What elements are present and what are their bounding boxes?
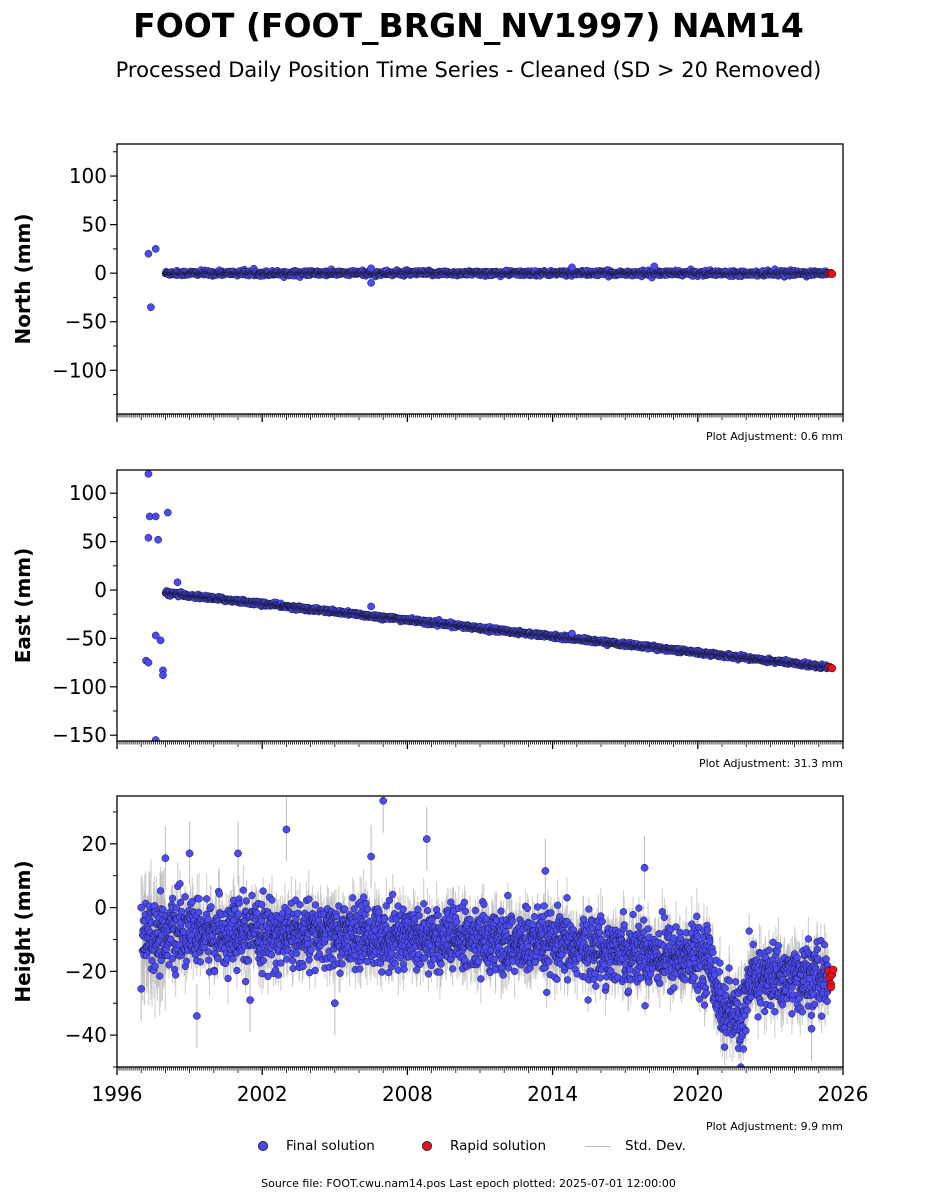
y-tick-label: 50 [82, 213, 107, 237]
final-point-outlier [568, 263, 576, 272]
final-point-outlier [367, 279, 375, 287]
x-axis-north [116, 414, 844, 422]
final-point-outlier [144, 249, 153, 258]
panel-north: −100 −50 0 50 100 North (mm) Plot Adjustment: … [11, 143, 844, 443]
rapid-point [828, 269, 837, 278]
final-point-outlier [147, 303, 155, 312]
y-tick-label: 100 [69, 164, 107, 188]
final-points-north [144, 245, 833, 312]
page-subtitle: Processed Daily Position Time Series - C… [115, 58, 822, 82]
y-tick-label: −50 [65, 310, 107, 334]
page-title: FOOT (FOOT_BRGN_NV1997) NAM14 [133, 6, 804, 45]
y-tick-label: −100 [52, 358, 107, 382]
y-axis-label-north: North (mm) [11, 213, 35, 344]
plot-adjustment-north: Plot Adjustment: 0.6 mm [706, 430, 843, 443]
plot-area-north [144, 245, 837, 312]
final-point-outlier [650, 262, 659, 271]
plot-area-east [142, 470, 837, 741]
final-point-outlier [367, 264, 375, 273]
y-tick-label: 0 [94, 261, 107, 285]
rapid-points-north [825, 268, 837, 278]
final-point-outlier [151, 245, 160, 253]
y-axis-north: −100 −50 0 50 100 [52, 151, 117, 396]
